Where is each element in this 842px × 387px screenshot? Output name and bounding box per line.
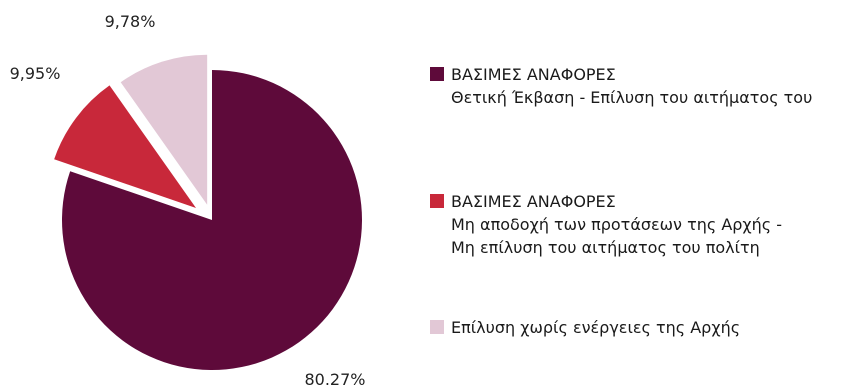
legend-item-c: Επίλυση χωρίς ενέργειες της Αρχής [430,318,740,337]
legend-swatch-c [430,320,444,334]
legend-item-b: ΒΑΣΙΜΕΣ ΑΝΑΦΟΡΕΣ Μη αποδοχή των προτάσεων… [430,192,782,257]
slice-label-a: 80.27% [304,370,365,387]
legend: ΒΑΣΙΜΕΣ ΑΝΑΦΟΡΕΣ Θετική Έκβαση - Επίλυση … [430,65,812,337]
pie-slice-b [54,85,197,208]
legend-text-a-1: ΒΑΣΙΜΕΣ ΑΝΑΦΟΡΕΣ [451,65,616,84]
pie-slice-labels: 80.27% 9,95% 9,78% [10,12,366,387]
legend-item-a: ΒΑΣΙΜΕΣ ΑΝΑΦΟΡΕΣ Θετική Έκβαση - Επίλυση … [430,65,812,107]
legend-text-b-1: ΒΑΣΙΜΕΣ ΑΝΑΦΟΡΕΣ [451,192,616,211]
slice-label-b: 9,95% [10,64,61,83]
legend-text-a-2: Θετική Έκβαση - Επίλυση του αιτήματος το… [451,88,812,107]
legend-text-b-3: Μη επίλυση του αιτήματος του πολίτη [451,238,760,257]
pie-slice-c [120,54,208,205]
slice-label-c: 9,78% [105,12,156,31]
legend-swatch-a [430,67,444,81]
pie-slices [54,54,363,371]
legend-text-b-2: Μη αποδοχή των προτάσεων της Αρχής - [451,215,782,234]
legend-swatch-b [430,194,444,208]
legend-text-c-1: Επίλυση χωρίς ενέργειες της Αρχής [451,318,740,337]
pie-slice-a [62,70,363,371]
